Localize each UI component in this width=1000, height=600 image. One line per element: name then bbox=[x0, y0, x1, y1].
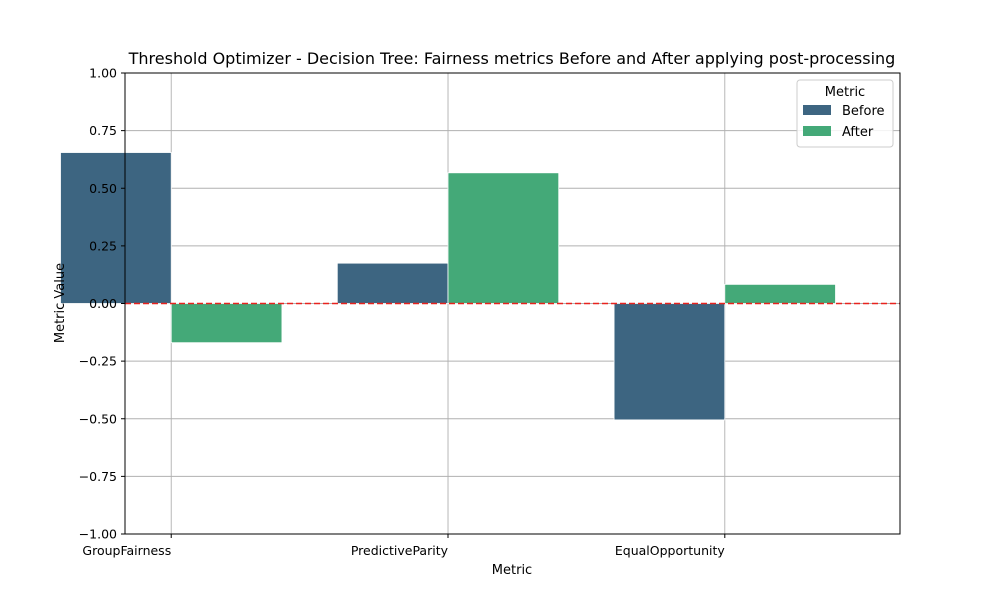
y-tick-label: 1.00 bbox=[89, 66, 117, 81]
legend-title: Metric bbox=[825, 85, 865, 100]
bars bbox=[60, 152, 836, 421]
legend: Metric Before After bbox=[796, 79, 894, 148]
bar-after-predictiveparity bbox=[447, 172, 560, 304]
y-tick-label: −0.75 bbox=[79, 469, 117, 484]
y-tick-label: −0.50 bbox=[79, 411, 117, 426]
legend-label-after: After bbox=[842, 125, 874, 140]
y-tick-label: 0.50 bbox=[89, 181, 117, 196]
y-axis-label: Metric Value bbox=[53, 263, 68, 343]
bar-before-predictiveparity bbox=[336, 262, 449, 304]
bar-after-equalopportunity bbox=[724, 283, 836, 304]
legend-swatch-after bbox=[803, 126, 831, 136]
x-axis-label: Metric bbox=[492, 563, 532, 578]
x-axis: GroupFairness PredictiveParity EqualOpport… bbox=[82, 534, 725, 558]
x-tick-label: PredictiveParity bbox=[351, 543, 449, 558]
x-tick-label: EqualOpportunity bbox=[615, 543, 726, 558]
x-tick-label: GroupFairness bbox=[82, 543, 171, 558]
legend-swatch-before bbox=[803, 105, 831, 115]
chart-title: Threshold Optimizer - Decision Tree: Fai… bbox=[128, 49, 896, 68]
y-tick-label: −0.25 bbox=[79, 354, 117, 369]
y-tick-label: 0.25 bbox=[89, 238, 117, 253]
bar-before-equalopportunity bbox=[613, 303, 726, 421]
y-axis: −1.00 −0.75 −0.50 −0.25 0.00 0.25 0.50 0.75 1.00 bbox=[79, 66, 125, 542]
y-tick-label: −1.00 bbox=[79, 527, 117, 542]
y-tick-label: 0.75 bbox=[89, 123, 117, 138]
y-tick-label: 0.00 bbox=[89, 296, 117, 311]
legend-label-before: Before bbox=[842, 104, 885, 119]
bar-before-groupfairness bbox=[60, 152, 172, 304]
bar-after-groupfairness bbox=[170, 303, 283, 344]
